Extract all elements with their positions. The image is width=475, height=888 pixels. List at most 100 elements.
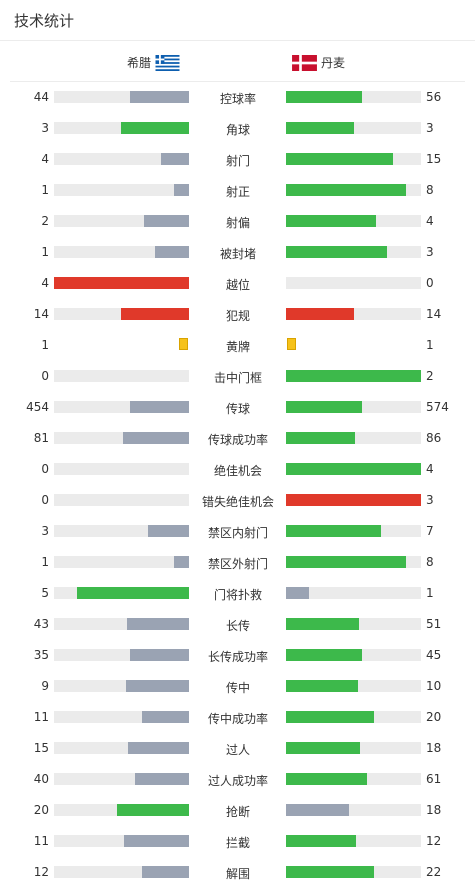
away-value: 4 (426, 214, 434, 228)
home-value: 3 (41, 524, 49, 538)
home-bar-track (54, 370, 189, 382)
away-value: 8 (426, 183, 434, 197)
greece-flag-icon (155, 54, 180, 71)
away-bar-track (286, 773, 421, 785)
home-bar-fill (130, 91, 189, 103)
away-bar-track (286, 680, 421, 692)
away-bar-track (286, 835, 421, 847)
away-value: 51 (426, 617, 442, 631)
stat-row: 3 禁区内射门 7 (0, 516, 475, 547)
home-bar-fill (135, 773, 189, 785)
home-value: 11 (33, 710, 49, 724)
away-bar-track (286, 215, 421, 227)
away-bar-track (286, 246, 421, 258)
home-bar-track (54, 742, 189, 754)
away-bar-track (286, 494, 421, 506)
home-bar-track (54, 618, 189, 630)
away-bar-track (286, 91, 421, 103)
stat-row: 14 犯规 14 (0, 299, 475, 330)
away-bar-fill (286, 401, 362, 413)
away-value: 3 (426, 245, 434, 259)
home-bar-track (54, 525, 189, 537)
away-bar-fill (286, 463, 421, 475)
stat-label: 射门 (225, 154, 250, 168)
home-bar-track (54, 277, 189, 289)
away-value: 7 (426, 524, 434, 538)
stat-row: 20 抢断 18 (0, 795, 475, 826)
stat-row: 11 拦截 12 (0, 826, 475, 857)
away-value: 12 (426, 834, 442, 848)
away-bar-fill (286, 804, 349, 816)
home-bar-fill (144, 215, 189, 227)
stat-label: 拦截 (225, 836, 250, 850)
away-bar-track (286, 401, 421, 413)
home-value: 9 (41, 679, 49, 693)
stat-row: 0 击中门框 2 (0, 361, 475, 392)
stat-row: 11 传中成功率 20 (0, 702, 475, 733)
stat-label: 传中成功率 (207, 712, 268, 726)
stats-list: 44 控球率 56 3 角球 3 4 射门 15 1 射正 8 2 射偏 4 1 被封堵 3 4 越位 0 14 犯规 14 1… (0, 82, 475, 888)
stat-row: 1 黄牌 1 (0, 330, 475, 361)
home-value: 12 (33, 865, 49, 879)
away-bar-fill (286, 184, 406, 196)
away-bar-track (286, 742, 421, 754)
home-bar-track (54, 587, 189, 599)
away-bar-fill (286, 587, 309, 599)
stat-row: 4 射门 15 (0, 144, 475, 175)
home-bar-fill (121, 122, 189, 134)
away-bar-fill (286, 742, 360, 754)
away-value: 3 (426, 121, 434, 135)
home-bar-fill (161, 153, 189, 165)
stat-row: 35 长传成功率 45 (0, 640, 475, 671)
home-bar-fill (130, 401, 189, 413)
away-bar-track (286, 587, 421, 599)
away-bar-fill (286, 525, 381, 537)
stat-label: 射偏 (225, 216, 250, 230)
away-bar-track (286, 184, 421, 196)
stat-row: 0 错失绝佳机会 3 (0, 485, 475, 516)
away-value: 15 (426, 152, 442, 166)
away-bar-fill (286, 556, 406, 568)
away-bar-fill (286, 153, 393, 165)
home-value: 11 (33, 834, 49, 848)
away-bar-track (286, 618, 421, 630)
home-value: 43 (33, 617, 49, 631)
stat-row: 1 被封堵 3 (0, 237, 475, 268)
away-bar-track (286, 556, 421, 568)
home-value: 40 (33, 772, 49, 786)
away-value: 45 (426, 648, 442, 662)
home-bar-track (54, 122, 189, 134)
home-value: 0 (41, 462, 49, 476)
home-bar-track (54, 432, 189, 444)
away-value: 3 (426, 493, 434, 507)
home-bar-track (54, 773, 189, 785)
home-bar-fill (127, 618, 189, 630)
stat-label: 绝佳机会 (213, 464, 262, 478)
away-bar-fill (286, 122, 354, 134)
home-bar-fill (128, 742, 189, 754)
home-bar-fill (77, 587, 189, 599)
home-value: 44 (33, 90, 49, 104)
stat-row: 0 绝佳机会 4 (0, 454, 475, 485)
away-bar-fill (286, 835, 356, 847)
home-value: 1 (41, 183, 49, 197)
away-value: 56 (426, 90, 442, 104)
away-value: 86 (426, 431, 442, 445)
away-bar-fill (286, 866, 374, 878)
stat-label: 解围 (225, 867, 250, 881)
away-bar-fill (286, 773, 367, 785)
stat-label: 控球率 (219, 92, 256, 106)
home-bar-track (54, 246, 189, 258)
stat-label: 过人 (225, 743, 250, 757)
away-bar-track (286, 711, 421, 723)
away-value: 18 (426, 803, 442, 817)
home-bar-fill (142, 866, 189, 878)
home-bar-fill (124, 835, 189, 847)
away-bar-fill (286, 308, 354, 320)
stat-label: 门将扑救 (213, 588, 262, 602)
home-bar-track (54, 463, 189, 475)
stat-row: 43 长传 51 (0, 609, 475, 640)
home-bar-fill (174, 184, 189, 196)
home-value: 1 (41, 338, 49, 352)
denmark-flag-icon (292, 54, 317, 71)
